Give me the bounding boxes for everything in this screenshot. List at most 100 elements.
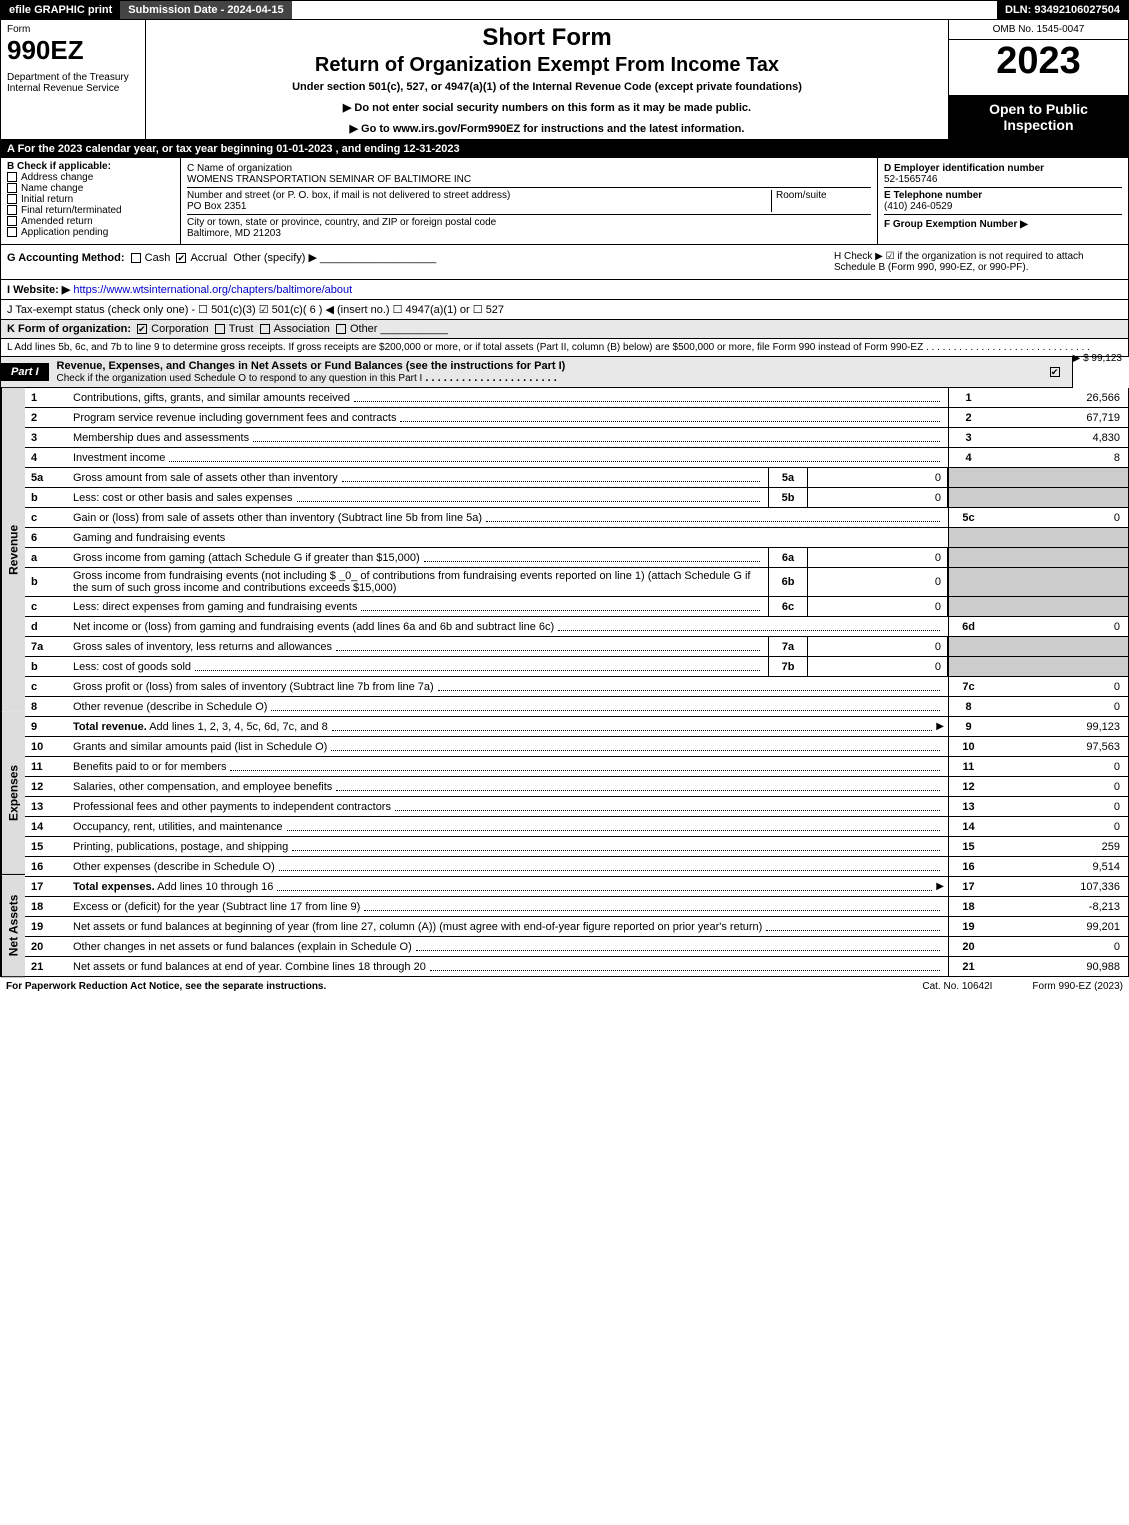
right-val: 90,988 (988, 957, 1128, 976)
right-num: 6d (948, 617, 988, 636)
form-number: 990EZ (7, 35, 139, 66)
line-desc: Occupancy, rent, utilities, and maintena… (69, 817, 948, 836)
right-val: 26,566 (988, 388, 1128, 407)
right-num: 17 (948, 877, 988, 896)
line-num: 1 (25, 388, 69, 407)
tax-exempt-status: J Tax-exempt status (check only one) - ☐… (7, 304, 504, 316)
lbl-final-return: Final return/terminated (21, 205, 122, 216)
row-k-form-org: K Form of organization: Corporation Trus… (0, 320, 1129, 339)
right-val: 0 (988, 697, 1128, 716)
line-l2: 2Program service revenue including gover… (25, 408, 1128, 428)
right-val: 67,719 (988, 408, 1128, 427)
right-val-shade (988, 548, 1128, 567)
part-1-title: Revenue, Expenses, and Changes in Net As… (57, 360, 566, 372)
label-group-exemption: F Group Exemption Number ▶ (884, 219, 1028, 230)
right-num-shade (948, 488, 988, 507)
line-desc: Total revenue. Add lines 1, 2, 3, 4, 5c,… (69, 717, 948, 736)
right-num-shade (948, 597, 988, 616)
goto-link[interactable]: ▶ Go to www.irs.gov/Form990EZ for instru… (152, 122, 942, 135)
line-num: 11 (25, 757, 69, 776)
line-desc: Total expenses. Add lines 10 through 16▶ (69, 877, 948, 896)
right-val: 259 (988, 837, 1128, 856)
line-l18: 18Excess or (deficit) for the year (Subt… (25, 897, 1128, 917)
chk-name-change[interactable] (7, 183, 17, 193)
efile-print[interactable]: efile GRAPHIC print (1, 1, 120, 19)
line-l19: 19Net assets or fund balances at beginni… (25, 917, 1128, 937)
mini-num: 7a (768, 637, 808, 656)
street: PO Box 2351 (187, 201, 246, 212)
row-j-tax-exempt: J Tax-exempt status (check only one) - ☐… (0, 300, 1129, 320)
line-l6c: cLess: direct expenses from gaming and f… (25, 597, 1128, 617)
line-desc: Gross sales of inventory, less returns a… (69, 637, 768, 656)
line-num: b (25, 657, 69, 676)
city-state-zip: Baltimore, MD 21203 (187, 228, 281, 239)
chk-app-pending[interactable] (7, 227, 17, 237)
mini-num: 5a (768, 468, 808, 487)
right-num: 1 (948, 388, 988, 407)
line-l11: 11Benefits paid to or for members110 (25, 757, 1128, 777)
chk-corporation[interactable] (137, 324, 147, 334)
mini-val: 0 (808, 637, 948, 656)
line-num: 15 (25, 837, 69, 856)
right-val: 99,123 (988, 717, 1128, 736)
right-num: 2 (948, 408, 988, 427)
line-num: 20 (25, 937, 69, 956)
chk-schedule-o[interactable] (1050, 367, 1060, 377)
chk-initial-return[interactable] (7, 194, 17, 204)
line-l4: 4Investment income48 (25, 448, 1128, 468)
right-val: 0 (988, 677, 1128, 696)
line-num: 7a (25, 637, 69, 656)
right-num: 21 (948, 957, 988, 976)
website-link[interactable]: https://www.wtsinternational.org/chapter… (73, 284, 352, 296)
right-num: 19 (948, 917, 988, 936)
line-num: 9 (25, 717, 69, 736)
right-num-shade (948, 568, 988, 596)
right-num: 4 (948, 448, 988, 467)
tax-year: 2023 (949, 40, 1128, 95)
lbl-address-change: Address change (21, 172, 93, 183)
line-desc: Printing, publications, postage, and shi… (69, 837, 948, 856)
line-num: 8 (25, 697, 69, 716)
lbl-trust: Trust (229, 323, 254, 335)
right-val: 0 (988, 777, 1128, 796)
line-l8: 8Other revenue (describe in Schedule O)8… (25, 697, 1128, 717)
part-1-sub: Check if the organization used Schedule … (57, 373, 423, 384)
chk-other-org[interactable] (336, 324, 346, 334)
gross-receipts-amount: ▶ $ 99,123 (1073, 353, 1122, 364)
right-num: 18 (948, 897, 988, 916)
line-desc: Less: cost of goods sold (69, 657, 768, 676)
lbl-name-change: Name change (21, 183, 83, 194)
short-form-title: Short Form (152, 24, 942, 52)
page-footer: For Paperwork Reduction Act Notice, see … (0, 977, 1129, 996)
form-label: Form (7, 24, 139, 35)
chk-amended[interactable] (7, 216, 17, 226)
pra-notice: For Paperwork Reduction Act Notice, see … (6, 981, 326, 992)
right-val: 9,514 (988, 857, 1128, 876)
right-num: 13 (948, 797, 988, 816)
chk-trust[interactable] (215, 324, 225, 334)
right-num-shade (948, 548, 988, 567)
line-desc: Gross income from gaming (attach Schedul… (69, 548, 768, 567)
right-num: 10 (948, 737, 988, 756)
chk-accrual[interactable] (176, 253, 186, 263)
lbl-other-org: Other (350, 323, 378, 335)
side-expenses: Expenses (1, 712, 25, 875)
right-num: 20 (948, 937, 988, 956)
ein: 52-1565746 (884, 174, 937, 185)
right-val: -8,213 (988, 897, 1128, 916)
line-grid: Revenue Expenses Net Assets 1Contributio… (0, 388, 1129, 977)
right-val: 99,201 (988, 917, 1128, 936)
right-val-shade (988, 468, 1128, 487)
line-l7a: 7aGross sales of inventory, less returns… (25, 637, 1128, 657)
mini-num: 6c (768, 597, 808, 616)
label-street: Number and street (or P. O. box, if mail… (187, 190, 510, 201)
line-desc: Professional fees and other payments to … (69, 797, 948, 816)
row-h: H Check ▶ ☑ if the organization is not r… (828, 245, 1128, 279)
chk-final-return[interactable] (7, 205, 17, 215)
chk-address-change[interactable] (7, 172, 17, 182)
chk-cash[interactable] (131, 253, 141, 263)
chk-assoc[interactable] (260, 324, 270, 334)
right-num: 5c (948, 508, 988, 527)
org-name: WOMENS TRANSPORTATION SEMINAR OF BALTIMO… (187, 174, 471, 185)
line-num: 13 (25, 797, 69, 816)
